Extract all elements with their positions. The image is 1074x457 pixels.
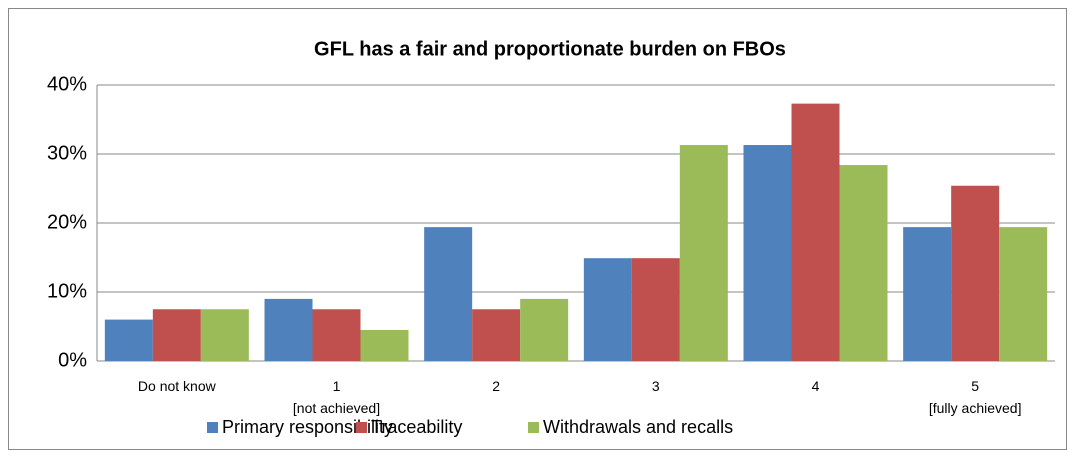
bar xyxy=(152,309,201,361)
bar xyxy=(520,298,569,361)
legend-label: Traceability xyxy=(371,417,462,437)
y-tick-label: 40% xyxy=(47,73,87,95)
chart-title: GFL has a fair and proportionate burden … xyxy=(314,38,786,60)
x-tick-label: 3 xyxy=(652,378,660,394)
x-tick-label: 1 [not achieved] xyxy=(293,378,380,416)
bar xyxy=(312,309,361,361)
bar xyxy=(839,165,888,361)
bar xyxy=(360,329,409,361)
legend-label: Withdrawals and recalls xyxy=(543,417,733,437)
x-tick-label: Do not know xyxy=(138,378,217,394)
bar xyxy=(679,145,728,361)
bar xyxy=(200,309,249,361)
y-tick-label: 0% xyxy=(58,349,87,371)
bar xyxy=(583,258,632,361)
x-tick-label: 4 xyxy=(812,378,820,394)
x-tick-label: 5 [fully achieved] xyxy=(929,378,1022,416)
bar xyxy=(791,103,840,361)
bar xyxy=(264,298,313,361)
bar xyxy=(631,258,680,361)
y-tick-label: 30% xyxy=(47,142,87,164)
bar xyxy=(951,185,1000,361)
bar xyxy=(903,227,952,361)
legend-label: Primary responsibility xyxy=(222,417,393,437)
chart-border xyxy=(8,8,1067,450)
y-tick-label: 20% xyxy=(47,211,87,233)
bar xyxy=(472,309,521,361)
legend-swatch xyxy=(207,422,218,433)
y-tick-label: 10% xyxy=(47,280,87,302)
bar xyxy=(743,145,792,361)
legend-swatch xyxy=(528,422,539,433)
x-tick-label: 2 xyxy=(492,378,500,394)
legend-swatch xyxy=(356,422,367,433)
bar xyxy=(104,319,153,361)
bar xyxy=(424,227,473,361)
bar xyxy=(999,227,1048,361)
